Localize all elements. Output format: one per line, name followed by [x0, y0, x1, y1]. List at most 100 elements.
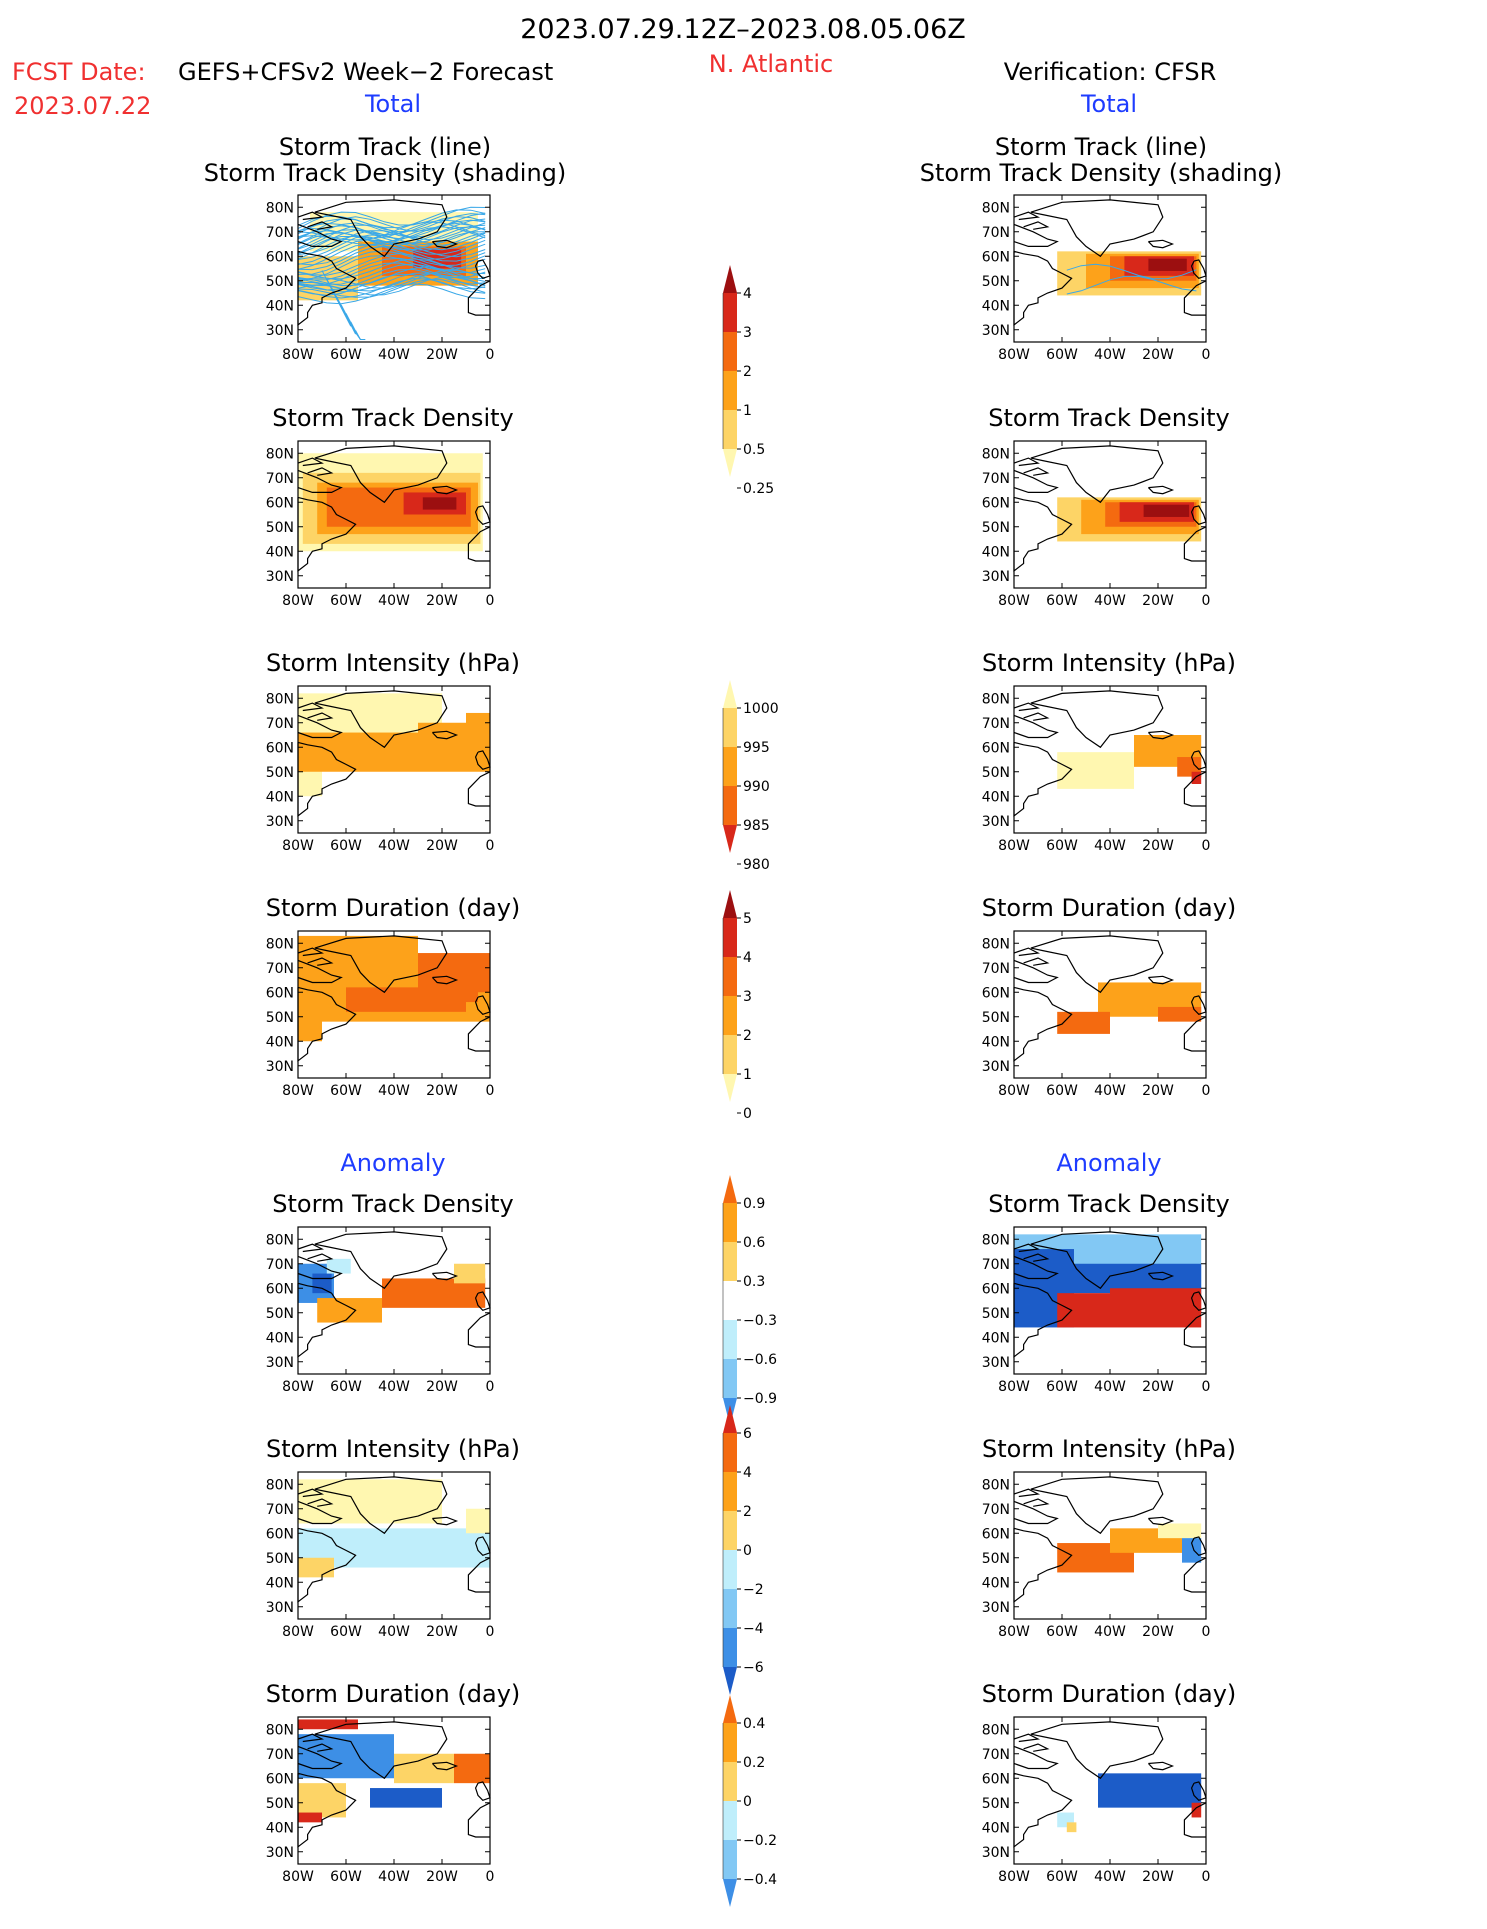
storm-track [297, 212, 486, 239]
colorbar-swatch [723, 1281, 737, 1320]
storm-track [297, 257, 486, 281]
lon-tick-label: 80W [998, 838, 1030, 854]
colorbar-arrow-bottom [723, 1879, 737, 1907]
lon-tick-label: 80W [998, 347, 1030, 363]
panel-title-anom-duration-left: Storm Duration (day) [266, 1680, 521, 1708]
panel-title-intensity-right: Storm Intensity (hPa) [982, 649, 1236, 677]
storm-track [297, 234, 486, 260]
lon-tick-label: 60W [1046, 838, 1078, 854]
lat-tick-label: 60N [982, 985, 1010, 1001]
lat-tick-label: 50N [266, 1796, 294, 1812]
lon-tick-label: 40W [378, 347, 410, 363]
lat-tick-label: 80N [982, 1232, 1010, 1248]
lat-tick-label: 60N [266, 249, 294, 265]
coastline [1023, 712, 1050, 721]
coastline [467, 771, 491, 807]
shaded-cell [454, 1263, 486, 1284]
lat-tick-label: 30N [982, 1059, 1010, 1075]
colorbar-swatch [723, 1801, 737, 1840]
lon-tick-label: 20W [1142, 1624, 1174, 1640]
verification-total-track-panel: 80W 60W 40W 20W 0 80N 70N 60N 50N 40N 30N [982, 194, 1211, 363]
coastline [307, 221, 334, 230]
lat-tick-label: 60N [982, 740, 1010, 756]
lat-tick-label: 50N [266, 1306, 294, 1322]
lon-tick-label: 20W [426, 1083, 458, 1099]
lon-tick-label: 80W [998, 593, 1030, 609]
coastline [1023, 1253, 1050, 1262]
colorbar-label: −0.3 [743, 1313, 777, 1329]
coastline [1013, 1243, 1041, 1253]
lon-tick-label: 20W [426, 838, 458, 854]
date-range-title: 2023.07.29.12Z–2023.08.05.06Z [520, 14, 966, 45]
forecast-anomaly-duration-panel: 80W 60W 40W 20W 0 80N 70N 60N 50N 40N 30N [266, 1716, 494, 1885]
lat-tick-label: 50N [982, 520, 1010, 536]
lat-tick-label: 30N [266, 569, 294, 585]
coastline [1013, 1255, 1059, 1280]
coastline [297, 496, 357, 573]
lon-tick-label: 0 [486, 1379, 495, 1395]
lon-tick-label: 0 [486, 1083, 495, 1099]
coastline [297, 250, 357, 327]
coastline [1023, 957, 1050, 966]
lat-tick-label: 50N [982, 1796, 1010, 1812]
storm-track [297, 250, 486, 275]
coastline [1183, 1557, 1207, 1593]
lon-tick-label: 0 [486, 347, 495, 363]
lat-tick-label: 50N [266, 1551, 294, 1567]
colorbar-label: 0 [743, 1794, 752, 1810]
storm-track [297, 255, 486, 280]
colorbar-swatch [723, 1359, 737, 1398]
colorbar-swatch [723, 957, 737, 996]
colorbar-swatch [723, 1035, 737, 1074]
lat-tick-label: 40N [266, 1034, 294, 1050]
coastline [1030, 1231, 1164, 1290]
shaded-cell [1148, 258, 1187, 271]
coastline [1147, 485, 1175, 495]
coastline [431, 239, 459, 249]
coastline [431, 1516, 459, 1526]
coastline [1190, 750, 1207, 770]
panel-title-duration-right: Storm Duration (day) [982, 894, 1237, 922]
shaded-cell [1143, 504, 1190, 517]
coastline [1013, 211, 1041, 221]
storm-track [297, 219, 486, 239]
lat-tick-label: 80N [266, 1477, 294, 1493]
left-total-heading: Total [364, 90, 421, 118]
storm-track [297, 243, 486, 270]
storm-track [297, 218, 486, 244]
shaded-cell [466, 712, 490, 733]
coastline [307, 1743, 334, 1752]
region-label: N. Atlantic [709, 50, 833, 78]
coastline [1023, 221, 1050, 230]
lat-tick-label: 70N [266, 1502, 294, 1518]
lat-tick-label: 70N [266, 1257, 294, 1273]
coastline [314, 445, 448, 504]
lat-tick-label: 30N [266, 1059, 294, 1075]
colorbar-label: 990 [743, 779, 770, 795]
coastline [297, 1733, 325, 1743]
lat-tick-label: 50N [982, 274, 1010, 290]
coastline [1013, 1488, 1041, 1498]
colorbar-label: 4 [743, 1465, 752, 1481]
coastline [1023, 1743, 1050, 1752]
lat-tick-label: 80N [982, 691, 1010, 707]
lat-tick-label: 40N [982, 298, 1010, 314]
shaded-cell [466, 1508, 490, 1534]
colorbar-swatch [723, 1320, 737, 1359]
forecast-total-intensity-panel: 80W 60W 40W 20W 0 80N 70N 60N 50N 40N 30N [266, 685, 494, 854]
coastline [297, 457, 324, 467]
coastline [1013, 457, 1040, 467]
lon-tick-label: 20W [426, 593, 458, 609]
lat-tick-label: 30N [266, 814, 294, 830]
lat-tick-label: 80N [982, 200, 1010, 216]
coastline [307, 467, 334, 476]
lon-tick-label: 0 [1202, 347, 1211, 363]
lon-tick-label: 60W [330, 1379, 362, 1395]
forecast-total-density-panel: 80W 60W 40W 20W 0 80N 70N 60N 50N 40N 30N [266, 440, 494, 609]
coastline [1183, 771, 1207, 807]
right-anomaly-heading: Anomaly [1056, 1149, 1161, 1177]
coastline [314, 690, 448, 749]
coastline [474, 1536, 491, 1556]
verification-total-intensity-panel: 80W 60W 40W 20W 0 80N 70N 60N 50N 40N 30N [982, 685, 1210, 854]
coastline [431, 1271, 459, 1281]
